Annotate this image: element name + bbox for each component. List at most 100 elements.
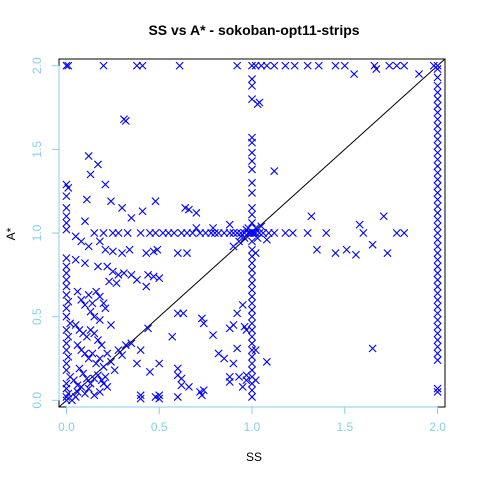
data-point-x-marker (255, 229, 264, 237)
data-point-x-marker (385, 61, 394, 70)
data-point-x-marker (142, 282, 151, 291)
data-point-x-marker (106, 321, 115, 330)
data-point-x-marker (99, 229, 108, 237)
data-point-x-marker (248, 138, 256, 147)
data-point-x-marker (138, 207, 147, 216)
data-point-x-marker (433, 155, 442, 164)
x-tick-label: 1.5 (336, 420, 353, 434)
y-axis-label: A* (4, 227, 18, 240)
data-point-x-marker (433, 101, 442, 110)
data-point-x-marker (248, 346, 256, 355)
data-point-x-marker (248, 392, 256, 401)
data-point-x-marker (173, 249, 182, 258)
data-point-x-marker (355, 220, 364, 229)
data-point-x-marker (73, 381, 82, 390)
data-point-x-marker (177, 374, 186, 383)
data-point-x-marker (229, 229, 238, 237)
data-point-x-marker (251, 249, 260, 258)
data-point-x-marker (184, 205, 193, 214)
data-point-x-marker (303, 61, 312, 70)
data-point-x-marker (235, 372, 243, 381)
data-point-x-marker (80, 300, 89, 309)
data-point-x-marker (90, 312, 99, 321)
data-point-x-marker (248, 339, 256, 348)
data-point-x-marker (151, 229, 160, 237)
data-point-x-marker (168, 332, 177, 341)
data-point-x-marker (433, 188, 442, 197)
data-point-x-marker (62, 282, 71, 291)
data-point-x-marker (400, 61, 409, 70)
data-point-x-marker (103, 349, 112, 358)
data-point-x-marker (248, 332, 256, 341)
data-point-x-marker (433, 356, 442, 365)
data-point-x-marker (248, 299, 256, 308)
data-point-x-marker (433, 202, 442, 211)
data-point-x-marker (64, 332, 73, 341)
data-point-x-marker (75, 364, 84, 373)
data-point-x-marker (229, 242, 238, 251)
data-point-x-marker (248, 237, 256, 246)
y-tick-label: 0.0 (30, 392, 44, 409)
data-point-x-marker (433, 121, 442, 130)
data-point-x-marker (175, 61, 184, 70)
data-point-x-marker (433, 81, 442, 90)
data-point-x-marker (209, 331, 218, 340)
y-tick-label: 2.0 (30, 57, 44, 74)
data-point-x-marker (262, 357, 271, 366)
data-point-x-marker (119, 269, 128, 278)
data-point-x-marker (92, 359, 101, 368)
data-point-x-marker (112, 279, 121, 288)
x-tick-label: 2.0 (429, 420, 446, 434)
data-point-x-marker (62, 192, 71, 201)
data-point-x-marker (197, 314, 206, 323)
data-point-x-marker (62, 225, 71, 234)
data-point-x-marker (225, 229, 234, 237)
data-point-x-marker (136, 394, 145, 403)
data-point-x-marker (108, 247, 117, 256)
data-point-x-marker (62, 212, 71, 221)
data-point-x-marker (379, 212, 388, 221)
data-point-x-marker (62, 392, 71, 401)
data-point-x-marker (248, 259, 256, 268)
data-point-x-marker (97, 341, 106, 350)
data-point-x-marker (121, 116, 130, 125)
data-point-x-marker (368, 344, 377, 353)
data-point-x-marker (179, 309, 188, 318)
data-point-x-marker (290, 61, 299, 70)
data-point-x-marker (248, 352, 256, 361)
data-point-x-marker (127, 213, 136, 222)
data-point-x-marker (270, 229, 279, 237)
data-point-x-marker (188, 229, 197, 237)
data-point-x-marker (251, 346, 260, 355)
data-point-x-marker (433, 336, 442, 345)
data-point-x-marker (253, 234, 262, 243)
data-point-x-marker (248, 75, 256, 84)
data-point-x-marker (62, 218, 71, 227)
data-point-x-marker (248, 305, 256, 314)
data-point-x-marker (248, 81, 256, 90)
data-point-x-marker (433, 115, 442, 124)
data-point-x-marker (144, 270, 153, 279)
data-point-x-marker (255, 98, 264, 107)
data-point-x-marker (251, 376, 260, 385)
data-point-x-marker (236, 229, 245, 237)
data-point-x-marker (248, 359, 256, 368)
data-point-x-marker (433, 65, 442, 74)
data-point-x-marker (121, 341, 130, 350)
data-point-x-marker (62, 346, 71, 355)
x-tick-label: 0.0 (58, 420, 75, 434)
data-point-x-marker (314, 61, 323, 70)
data-point-x-marker (433, 309, 442, 318)
data-point-x-marker (82, 332, 91, 341)
data-point-x-marker (66, 319, 75, 328)
data-point-x-marker (322, 229, 331, 237)
data-point-x-marker (73, 387, 82, 396)
data-point-x-marker (95, 354, 104, 363)
data-point-x-marker (433, 262, 442, 271)
data-point-x-marker (433, 108, 442, 117)
data-point-x-marker (64, 61, 73, 70)
data-point-x-marker (114, 229, 123, 237)
data-point-x-marker (95, 387, 104, 396)
data-point-x-marker (433, 295, 442, 304)
data-point-x-marker (170, 229, 179, 237)
